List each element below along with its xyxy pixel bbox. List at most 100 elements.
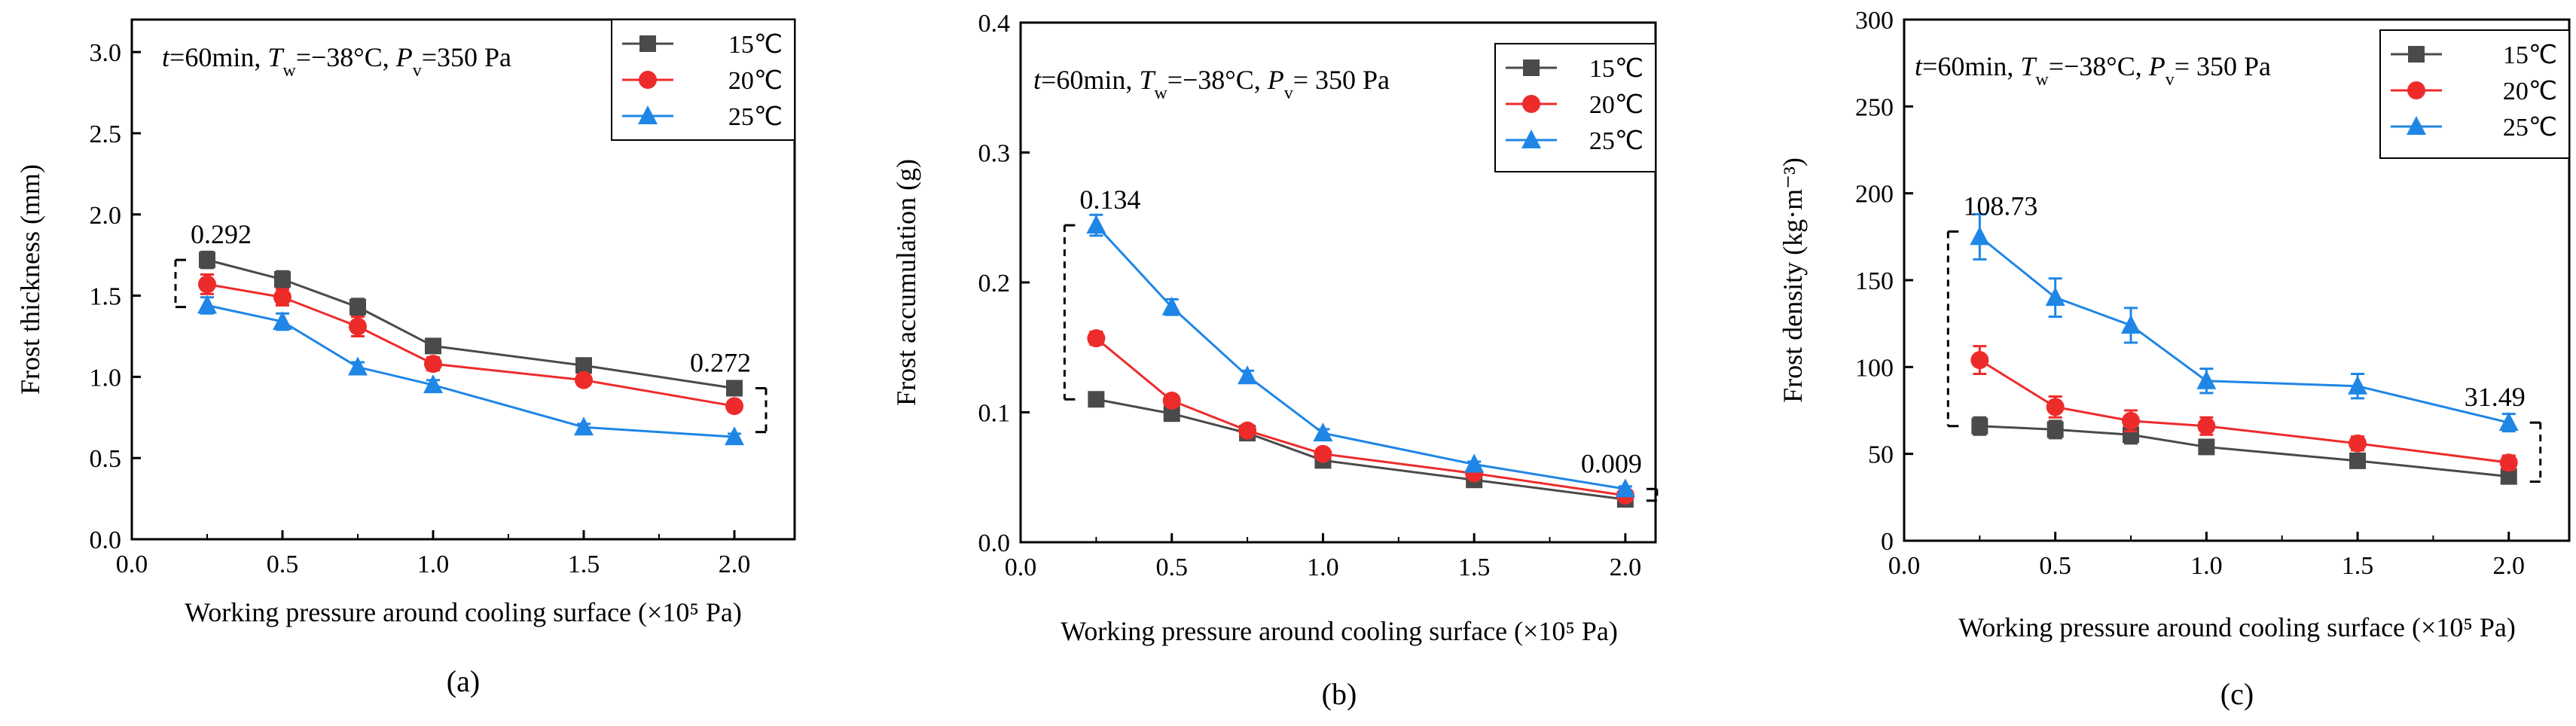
data-point-2-5 — [1615, 478, 1635, 498]
x-tick-label: 1.5 — [1458, 554, 1491, 581]
panel-c-caption: (c) — [2220, 677, 2254, 711]
series-line-2 — [206, 304, 735, 438]
series-line-0 — [1979, 425, 2509, 478]
data-point-2-3 — [2196, 370, 2217, 389]
x-tick-label: 1.0 — [2190, 552, 2223, 580]
legend-label: 15℃ — [1589, 55, 1644, 83]
legend-label: 20℃ — [728, 67, 783, 95]
annotation-label: 0.272 — [690, 347, 751, 377]
panel-b-annotations: 0.134 0.009 — [1063, 185, 1659, 502]
legend-label: 25℃ — [2503, 114, 2557, 142]
data-point-2-2 — [348, 356, 368, 376]
panel-b-condition: t=60min, Tw=−38°C, Pv= 350 Pa — [1033, 65, 1390, 103]
y-tick-label: 250 — [1855, 93, 1894, 121]
panel-a-plot-frame — [130, 18, 796, 541]
series-line-2 — [1095, 224, 1626, 490]
legend-marker — [639, 35, 656, 52]
panel-a-x-label: Working pressure around cooling surface … — [185, 597, 742, 627]
data-point-2-1 — [2045, 287, 2065, 307]
x-tick-label: 2.0 — [2492, 552, 2525, 580]
y-tick-label: 150 — [1855, 267, 1894, 295]
y-tick-label: 0.4 — [978, 10, 1011, 38]
data-point-0-5 — [726, 380, 743, 397]
data-point-0-0 — [1088, 391, 1105, 408]
data-point-2-5 — [725, 426, 744, 446]
panel-b-legend-items: 15℃ 20℃ 25℃ — [1506, 55, 1644, 155]
panel-b-x-label: Working pressure around cooling surface … — [1061, 616, 1618, 646]
x-tick-label: 1.5 — [2342, 552, 2374, 580]
data-point-1-5 — [2499, 453, 2518, 472]
annotation-label: 31.49 — [2465, 382, 2526, 412]
legend-marker — [2407, 81, 2425, 99]
panel-a-annotations: 0.292 0.272 — [174, 219, 768, 434]
panel-b: 0.0 0.5 1.0 1.5 2.0 0.0 0.1 0.2 0.3 0.4 0.134 0.00… — [891, 10, 1659, 711]
y-tick-label: 0.3 — [978, 140, 1011, 168]
x-tick-label: 1.0 — [1307, 554, 1339, 581]
panel-a-legend-items: 15℃ 20℃ 25℃ — [622, 31, 783, 131]
data-point-1-2 — [349, 317, 367, 336]
y-tick-label: 200 — [1855, 181, 1894, 209]
panel-b-y-label: Frost accumulation (g) — [891, 159, 921, 406]
data-point-0-1 — [1163, 405, 1180, 422]
legend-label: 25℃ — [728, 103, 783, 131]
x-tick-label: 1.5 — [568, 551, 600, 578]
series-line-0 — [206, 258, 735, 389]
data-point-2-4 — [2348, 375, 2368, 395]
data-point-1-0 — [1087, 329, 1106, 348]
data-point-2-2 — [1238, 365, 1258, 385]
legend-marker — [2407, 116, 2426, 135]
panel-c: 0.0 0.5 1.0 1.5 2.0 0 50 100 150 200 250 300 108.73… — [1778, 7, 2571, 711]
x-tick-label: 0.5 — [267, 551, 299, 578]
x-tick-label: 0.0 — [116, 551, 148, 578]
legend-marker — [2408, 46, 2425, 63]
legend-marker — [638, 105, 658, 124]
panel-b-legend: 15℃ 20℃ 25℃ — [1494, 43, 1656, 172]
data-point-2-5 — [2498, 412, 2519, 432]
panel-a: 0.0 0.5 1.0 1.5 2.0 0.0 0.5 1.0 1.5 2.0 2.5 3.0 0.2… — [15, 18, 796, 698]
data-point-0-1 — [2046, 421, 2064, 438]
legend-marker — [1522, 95, 1540, 113]
y-tick-label: 300 — [1855, 7, 1894, 35]
panel-c-condition: t=60min, Tw=−38°C, Pv= 350 Pa — [1915, 51, 2271, 90]
data-point-1-4 — [575, 371, 593, 389]
data-point-1-2 — [1238, 421, 1257, 440]
data-point-2-1 — [1161, 296, 1182, 316]
panel-b-caption: (b) — [1322, 677, 1357, 711]
data-point-0-2 — [349, 298, 366, 316]
legend-label: 20℃ — [1589, 91, 1644, 119]
panel-c-annotations: 108.73 31.49 — [1946, 191, 2542, 483]
data-point-2-4 — [1464, 453, 1485, 473]
annotation-label: 0.134 — [1079, 185, 1140, 215]
y-tick-label: 1.0 — [90, 364, 122, 392]
annotation-label: 0.292 — [191, 219, 252, 249]
series-line-1 — [206, 282, 735, 407]
series-line-1 — [1095, 337, 1626, 497]
y-tick-label: 50 — [1868, 441, 1894, 469]
x-tick-label: 0.5 — [2039, 552, 2071, 580]
y-tick-label: 0.2 — [978, 270, 1011, 297]
x-tick-label: 2.0 — [1610, 554, 1642, 581]
legend-label: 25℃ — [1589, 127, 1644, 155]
legend-label: 20℃ — [2503, 78, 2557, 105]
panel-c-legend-items: 15℃ 20℃ 25℃ — [2391, 41, 2557, 142]
panel-c-data — [1970, 212, 2519, 485]
data-point-2-0 — [197, 294, 217, 314]
legend-marker — [1521, 130, 1541, 148]
data-point-1-0 — [198, 275, 216, 294]
panel-b-grid-ticks: 0.0 0.5 1.0 1.5 2.0 0.0 0.1 0.2 0.3 0.4 — [978, 10, 1642, 581]
series-line-2 — [1979, 236, 2510, 424]
legend-label: 15℃ — [728, 31, 783, 59]
data-point-2-3 — [423, 374, 443, 394]
data-point-2-1 — [273, 311, 292, 331]
y-tick-label: 0.5 — [90, 445, 122, 473]
panel-c-legend: 15℃ 20℃ 25℃ — [2379, 29, 2570, 159]
panel-a-data — [197, 250, 744, 446]
data-point-1-2 — [2122, 411, 2141, 430]
y-tick-label: 1.5 — [90, 283, 122, 311]
data-point-0-5 — [2500, 468, 2517, 485]
data-point-2-0 — [1970, 226, 1990, 246]
x-tick-label: 1.0 — [417, 551, 450, 578]
data-point-1-1 — [1162, 391, 1181, 410]
data-point-2-0 — [1086, 215, 1106, 234]
